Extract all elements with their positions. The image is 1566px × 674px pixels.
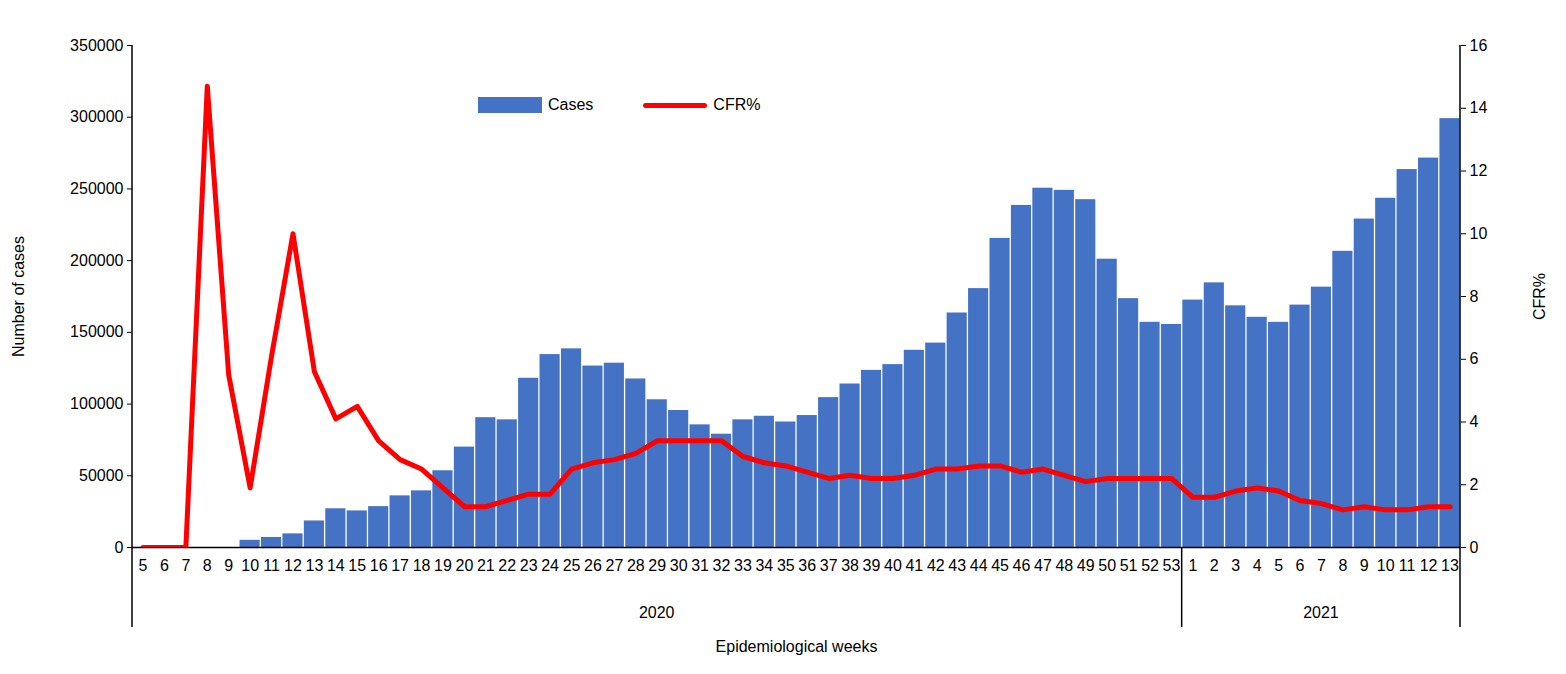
svg-text:16: 16 (1470, 37, 1488, 54)
svg-text:42: 42 (927, 557, 945, 574)
svg-text:28: 28 (627, 557, 645, 574)
svg-text:6: 6 (1296, 557, 1305, 574)
svg-text:18: 18 (413, 557, 431, 574)
svg-text:51: 51 (1120, 557, 1138, 574)
svg-text:49: 49 (1077, 557, 1095, 574)
svg-text:25: 25 (563, 557, 581, 574)
svg-text:14: 14 (1470, 99, 1488, 116)
svg-text:3: 3 (1231, 557, 1240, 574)
svg-text:8: 8 (203, 557, 212, 574)
svg-text:47: 47 (1034, 557, 1052, 574)
svg-text:4: 4 (1253, 557, 1262, 574)
svg-text:11: 11 (1399, 557, 1416, 574)
svg-text:12: 12 (1470, 162, 1488, 179)
svg-text:12: 12 (284, 557, 302, 574)
svg-text:29: 29 (648, 557, 666, 574)
svg-text:300000: 300000 (70, 108, 123, 125)
svg-text:34: 34 (755, 557, 773, 574)
svg-text:10: 10 (1377, 557, 1395, 574)
svg-text:17: 17 (391, 557, 409, 574)
svg-text:Number of cases: Number of cases (10, 236, 27, 357)
svg-text:13: 13 (1441, 557, 1459, 574)
svg-text:31: 31 (691, 557, 709, 574)
svg-text:11: 11 (263, 557, 280, 574)
svg-text:37: 37 (820, 557, 838, 574)
svg-text:41: 41 (905, 557, 923, 574)
html-text:Cases: Cases (548, 96, 594, 113)
html-text:CFR%: CFR% (713, 96, 761, 113)
svg-text:200000: 200000 (70, 252, 123, 269)
svg-text:50000: 50000 (79, 467, 124, 484)
svg-text:350000: 350000 (70, 37, 123, 54)
svg-text:26: 26 (584, 557, 602, 574)
svg-text:22: 22 (498, 557, 516, 574)
svg-text:8: 8 (1470, 288, 1479, 305)
svg-text:36: 36 (798, 557, 816, 574)
svg-text:20: 20 (455, 557, 473, 574)
svg-text:0: 0 (115, 539, 124, 556)
svg-text:13: 13 (306, 557, 324, 574)
svg-text:6: 6 (1470, 350, 1479, 367)
svg-text:23: 23 (520, 557, 538, 574)
svg-text:9: 9 (224, 557, 233, 574)
svg-text:46: 46 (1013, 557, 1031, 574)
svg-text:15: 15 (348, 557, 366, 574)
svg-text:5: 5 (1274, 557, 1283, 574)
svg-text:44: 44 (970, 557, 988, 574)
svg-text:30: 30 (670, 557, 688, 574)
svg-text:43: 43 (948, 557, 966, 574)
svg-text:2: 2 (1470, 476, 1479, 493)
svg-text:Epidemiological weeks: Epidemiological weeks (716, 638, 878, 655)
svg-text:0: 0 (1470, 539, 1479, 556)
svg-text:2021: 2021 (1303, 604, 1339, 621)
svg-text:32: 32 (713, 557, 731, 574)
svg-text:7: 7 (181, 557, 190, 574)
svg-text:6: 6 (160, 557, 169, 574)
svg-text:38: 38 (841, 557, 859, 574)
svg-text:2: 2 (1210, 557, 1219, 574)
svg-text:45: 45 (991, 557, 1009, 574)
svg-text:35: 35 (777, 557, 795, 574)
svg-text:48: 48 (1055, 557, 1073, 574)
svg-text:50: 50 (1098, 557, 1116, 574)
svg-text:12: 12 (1420, 557, 1438, 574)
svg-text:10: 10 (241, 557, 259, 574)
svg-text:10: 10 (1470, 225, 1488, 242)
svg-text:2020: 2020 (639, 604, 675, 621)
svg-text:7: 7 (1317, 557, 1326, 574)
svg-text:4: 4 (1470, 413, 1479, 430)
svg-text:8: 8 (1338, 557, 1347, 574)
svg-text:100000: 100000 (70, 395, 123, 412)
svg-text:52: 52 (1141, 557, 1159, 574)
svg-text:40: 40 (884, 557, 902, 574)
svg-text:24: 24 (541, 557, 559, 574)
svg-text:1: 1 (1188, 557, 1197, 574)
svg-text:16: 16 (370, 557, 388, 574)
svg-text:27: 27 (605, 557, 623, 574)
svg-text:CFR%: CFR% (1531, 273, 1548, 320)
svg-text:53: 53 (1163, 557, 1181, 574)
svg-text:19: 19 (434, 557, 452, 574)
svg-text:39: 39 (863, 557, 881, 574)
svg-text:5: 5 (139, 557, 148, 574)
svg-text:21: 21 (477, 557, 495, 574)
svg-text:9: 9 (1360, 557, 1369, 574)
svg-text:33: 33 (734, 557, 752, 574)
svg-text:250000: 250000 (70, 180, 123, 197)
svg-text:150000: 150000 (70, 323, 123, 340)
svg-text:14: 14 (327, 557, 345, 574)
